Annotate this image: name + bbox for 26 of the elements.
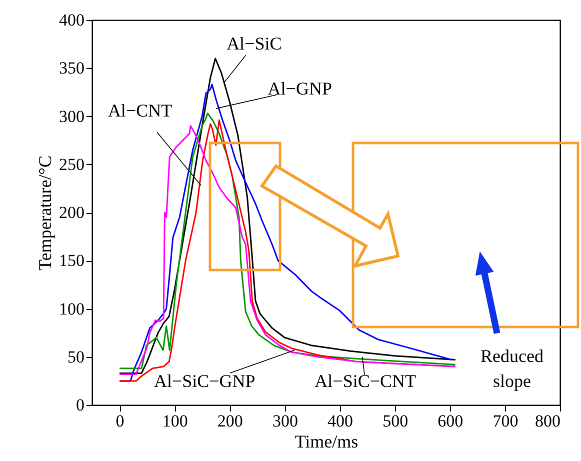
y-axis-title: Temperature/°C	[35, 156, 55, 270]
x-tick-label: 200	[217, 412, 243, 430]
annotation: Al−CNT	[108, 100, 172, 121]
annotation: Al−SiC−CNT	[314, 370, 416, 391]
y-tick-label: 250	[59, 154, 84, 174]
y-tick-label: 300	[59, 106, 84, 126]
y-tick-label: 100	[59, 299, 84, 318]
y-tick-label: 200	[59, 203, 84, 222]
x-tick-label: 800	[535, 412, 560, 430]
x-tick-label: 100	[162, 412, 188, 430]
y-tick-label: 50	[68, 347, 84, 366]
x-tick-label: 400	[328, 412, 354, 430]
x-tick-label: 600	[438, 412, 464, 430]
x-tick-label: 300	[272, 412, 298, 430]
annotation: Al−SiC	[226, 34, 282, 54]
annotation: Al−SiC−GNP	[154, 371, 256, 392]
y-tick-label: 0	[76, 396, 84, 414]
y-tick-label: 350	[59, 58, 84, 78]
annotation: Reduced slope	[480, 346, 544, 391]
y-tick-label: 150	[59, 251, 84, 270]
x-axis-title: Time/ms	[294, 432, 358, 452]
x-tick-label: 500	[382, 412, 408, 430]
x-tick-label: 700	[492, 412, 518, 430]
annotation: Al−GNP	[268, 78, 332, 99]
x-tick-label: 0	[116, 412, 124, 430]
y-tick-label: 400	[59, 10, 84, 30]
